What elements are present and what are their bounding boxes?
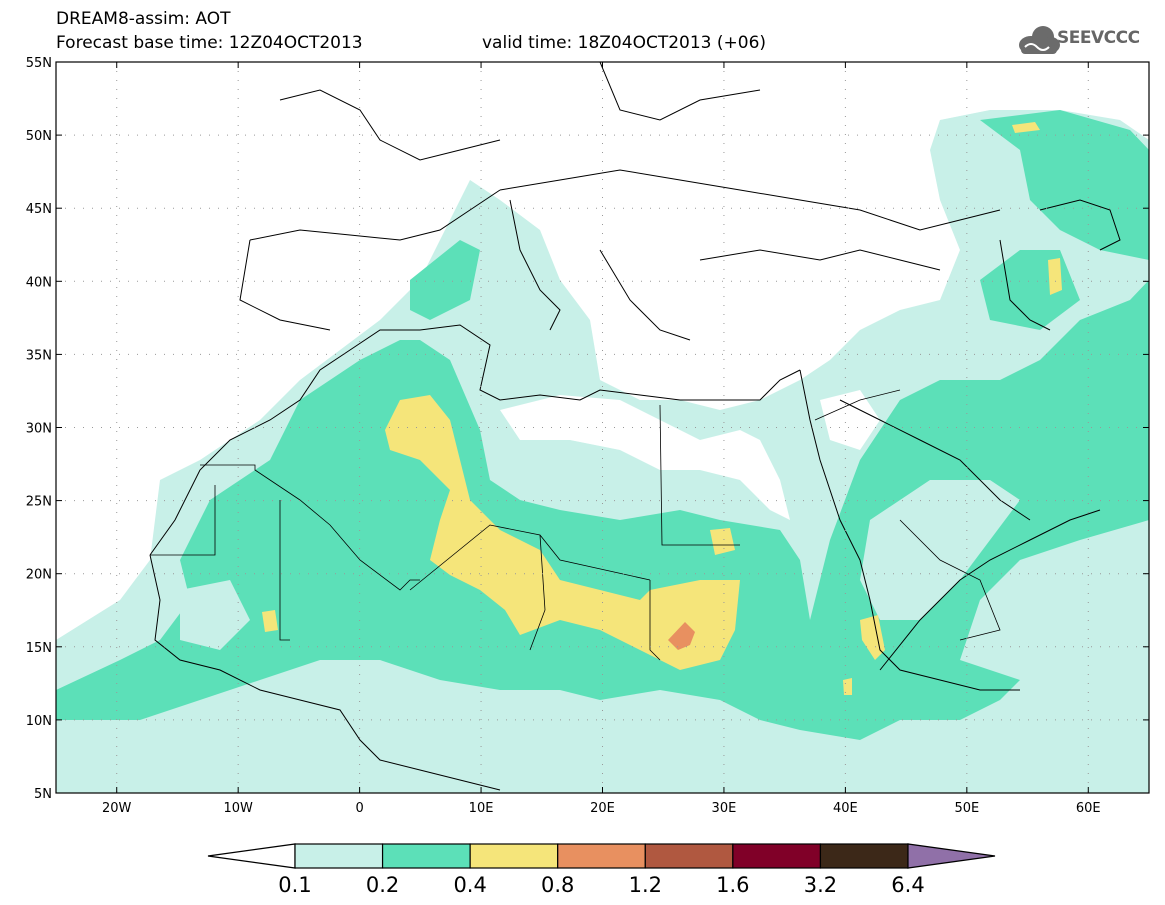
lat-label: 55N [26, 56, 52, 71]
colorbar-label: 0.4 [453, 873, 486, 897]
colorbar-box [294, 843, 384, 869]
colorbar-label: 3.2 [804, 873, 837, 897]
colorbar: 0.1 0.2 0.4 0.8 1.2 1.6 3.2 6.4 [207, 843, 996, 897]
lat-label: 40N [26, 275, 52, 290]
colorbar-label: 1.2 [629, 873, 662, 897]
valid-time: valid time: 18Z04OCT2013 (+06) [482, 33, 767, 53]
borders [150, 389, 1001, 661]
coastlines [149, 62, 1121, 791]
colorbar-box [819, 843, 909, 869]
colorbar-under-triangle [207, 843, 296, 869]
forecast-base-time: Forecast base time: 12Z04OCT2013 [56, 33, 363, 53]
lon-label: 20W [102, 801, 132, 816]
colorbar-box [469, 843, 559, 869]
lon-label: 0 [355, 801, 363, 816]
colorbar-box [381, 843, 471, 869]
colorbar-over-triangle [907, 843, 996, 869]
lon-label: 10E [469, 801, 494, 816]
colorbar-label: 0.1 [278, 873, 311, 897]
colorbar-label: 0.8 [541, 873, 574, 897]
latitude-labels: 55N 50N 45N 40N 35N 30N 25N 20N 15N 10N 5N [26, 56, 52, 802]
colorbar-label: 0.2 [366, 873, 399, 897]
aot-contour-0.8 [668, 622, 695, 650]
longitude-labels: 20W 10W 0 10E 20E 30E 40E 50E 60E [102, 801, 1101, 816]
logo-text: SEEVCCC [1057, 28, 1140, 48]
cloud-icon [1019, 26, 1060, 54]
colorbar-box [732, 843, 822, 869]
lat-label: 30N [26, 422, 52, 437]
lat-label: 45N [26, 202, 52, 217]
map-title: DREAM8-assim: AOT [56, 9, 231, 29]
lon-label: 40E [833, 801, 858, 816]
colorbar-label: 6.4 [891, 873, 924, 897]
aot-contour-0.4 [385, 395, 740, 670]
lon-label: 10W [223, 801, 253, 816]
axis-ticks [56, 61, 1149, 794]
aot-field [56, 110, 1149, 793]
lat-label: 10N [26, 714, 52, 729]
lon-label: 30E [712, 801, 737, 816]
lat-label: 20N [26, 568, 52, 583]
lat-label: 15N [26, 641, 52, 656]
colorbar-box [557, 843, 646, 869]
lon-label: 20E [590, 801, 615, 816]
lat-label: 5N [34, 787, 52, 802]
lat-label: 25N [26, 495, 52, 510]
colorbar-box [644, 843, 734, 869]
lat-label: 35N [26, 348, 52, 363]
lon-label: 50E [954, 801, 979, 816]
lon-label: 60E [1076, 801, 1101, 816]
lat-label: 50N [26, 129, 52, 144]
colorbar-label: 1.6 [716, 873, 749, 897]
